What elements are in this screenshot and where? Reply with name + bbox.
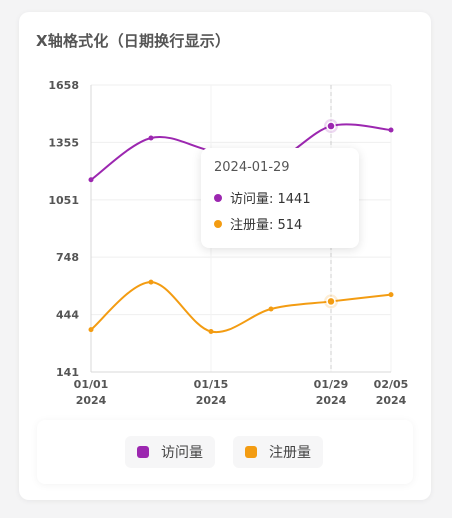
line-chart: 141 444 748 1051 1355 1658 01/01 2024 01/15 2024 0… xyxy=(48,79,409,407)
chart-tooltip: 2024-01-29 访问量: 1441 注册量: 514 xyxy=(201,148,359,248)
x-tick-year-label: 2024 xyxy=(316,394,347,407)
data-point xyxy=(88,327,94,333)
y-tick-label: 748 xyxy=(56,251,79,264)
series-line-1 xyxy=(90,281,392,334)
legend-swatch-icon xyxy=(137,446,149,458)
x-tick-year-label: 2024 xyxy=(196,394,227,407)
tooltip-registrations-text: 注册量: 514 xyxy=(230,218,303,233)
data-point xyxy=(148,135,154,141)
y-tick-label: 1658 xyxy=(48,79,79,92)
chart-title: X轴格式化（日期换行显示） xyxy=(36,32,231,50)
x-tick-year-label: 2024 xyxy=(376,394,407,407)
data-point xyxy=(388,292,394,298)
data-point xyxy=(148,279,154,285)
data-point xyxy=(388,127,394,133)
y-tick-label: 1355 xyxy=(48,136,79,149)
data-point-highlight xyxy=(326,296,336,307)
x-tick-label: 02/05 xyxy=(374,378,409,391)
data-point xyxy=(268,306,274,312)
tooltip-row-visits: 访问量: 1441 xyxy=(214,188,311,207)
legend-label-visits: 访问量 xyxy=(161,445,203,461)
data-point-highlight xyxy=(326,121,336,131)
chart-card: X轴格式化（日期换行显示） 141 444 748 1051 1355 1658 01/01… xyxy=(19,12,431,500)
y-tick-label: 1051 xyxy=(48,194,79,207)
legend-item-visits[interactable]: 访问量 xyxy=(125,436,215,468)
legend-item-registrations[interactable]: 注册量 xyxy=(233,436,323,468)
y-tick-label: 444 xyxy=(56,309,79,322)
x-tick-label: 01/15 xyxy=(194,378,229,391)
x-tick-label: 01/29 xyxy=(314,378,349,391)
legend-swatch-icon xyxy=(245,446,257,458)
tooltip-dot-icon xyxy=(214,194,222,202)
tooltip-row-registrations: 注册量: 514 xyxy=(214,214,302,233)
legend-label-registrations: 注册量 xyxy=(269,445,311,461)
tooltip-date: 2024-01-29 xyxy=(214,160,290,175)
data-point xyxy=(88,177,94,183)
x-tick-label: 01/01 xyxy=(74,378,109,391)
data-point xyxy=(208,329,214,335)
tooltip-visits-text: 访问量: 1441 xyxy=(230,192,311,207)
tooltip-dot-icon xyxy=(214,220,222,228)
x-tick-year-label: 2024 xyxy=(76,394,107,407)
y-tick-label: 141 xyxy=(56,366,79,379)
legend: 访问量 注册量 xyxy=(37,420,413,484)
